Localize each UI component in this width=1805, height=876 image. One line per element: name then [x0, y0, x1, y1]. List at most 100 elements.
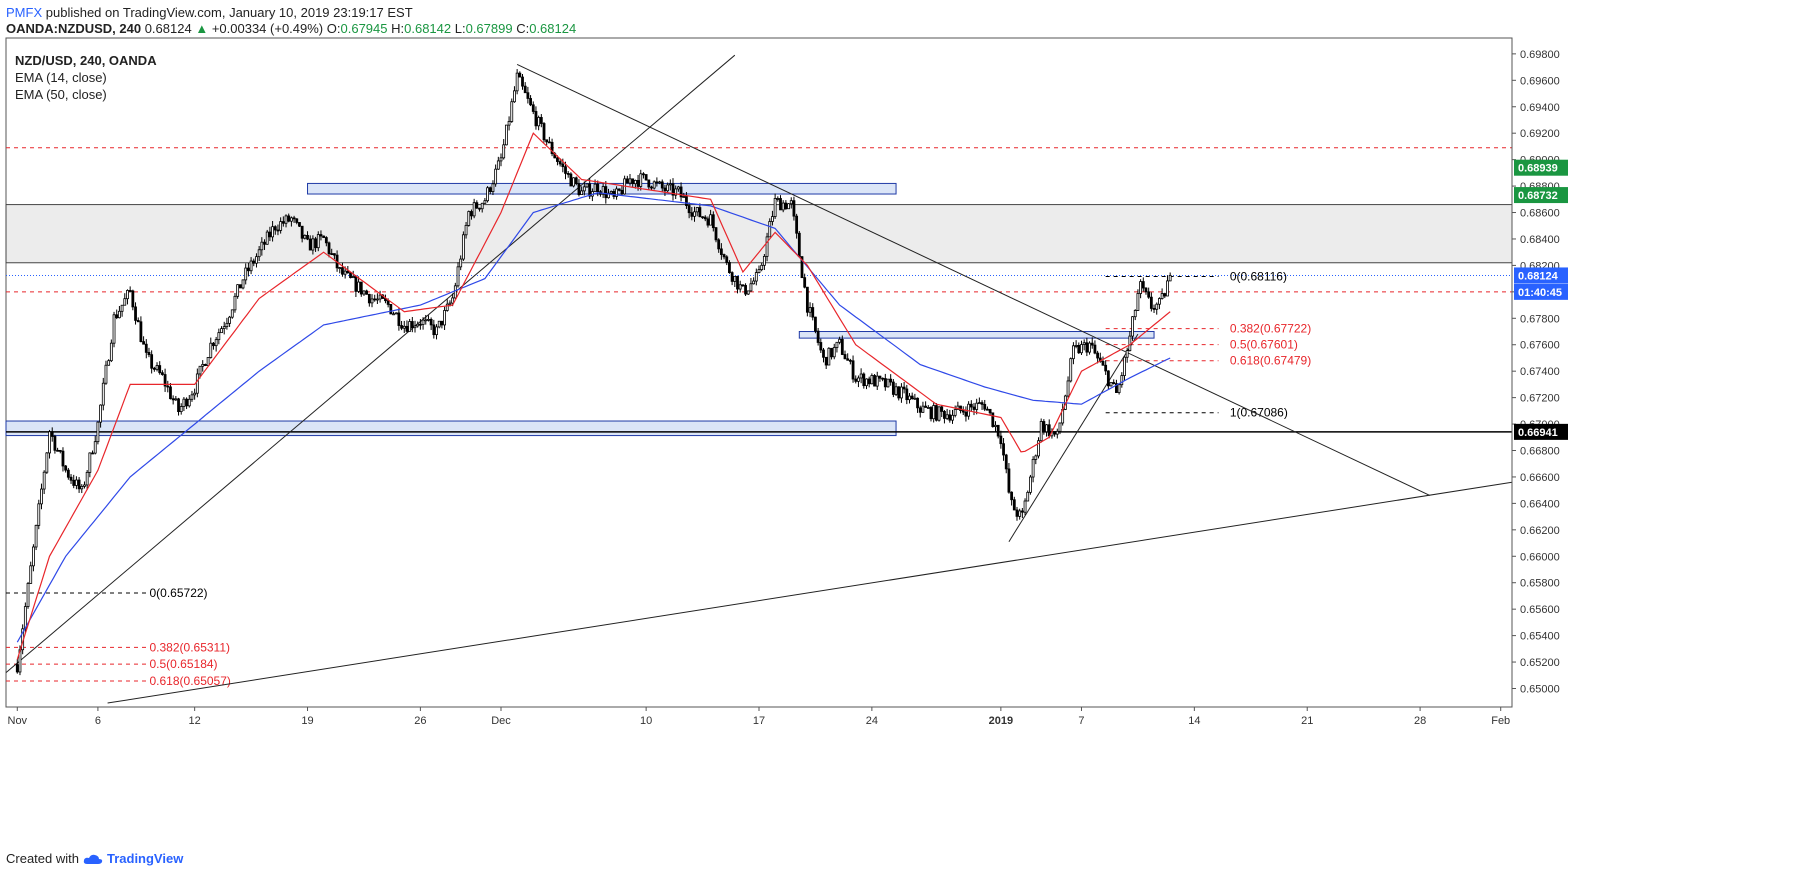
- created-with-label: Created with: [6, 851, 79, 866]
- candle-body-361: [986, 408, 989, 411]
- candle-body-113: [319, 234, 323, 237]
- candle-body-6: [32, 546, 35, 567]
- candle-body-292: [800, 256, 804, 279]
- time-tick-label-11: 14: [1188, 715, 1200, 727]
- candle-body-273: [749, 283, 753, 292]
- candle-body-111: [314, 238, 317, 249]
- candle-body-169: [470, 211, 473, 217]
- candle-body-105: [298, 222, 301, 227]
- legend-title: NZD/USD, 240, OANDA: [15, 53, 157, 68]
- candle-body-411: [1120, 375, 1124, 386]
- candle-body-317: [867, 378, 871, 385]
- candle-body-379: [1034, 455, 1038, 460]
- candle-body-339: [926, 407, 930, 409]
- candle-body-161: [448, 302, 452, 305]
- candle-body-157: [437, 320, 441, 328]
- candle-body-190: [526, 92, 530, 99]
- candle-body-174: [483, 200, 487, 204]
- zone-grey-band: [5, 204, 1513, 264]
- candle-body-193: [534, 111, 538, 127]
- publisher-name[interactable]: PMFX: [6, 5, 43, 20]
- candle-body-42: [128, 290, 132, 292]
- candle-body-180: [499, 157, 503, 162]
- candle-body-426: [1160, 293, 1164, 299]
- candle-body-334: [913, 397, 917, 400]
- candle-body-91: [260, 241, 264, 251]
- candle-body-123: [346, 270, 350, 274]
- candle-body-117: [330, 253, 334, 256]
- candle-body-129: [362, 290, 366, 295]
- candle-body-215: [593, 183, 597, 192]
- last-price: 0.68124: [144, 21, 192, 36]
- time-tick-label-12: 21: [1301, 715, 1313, 727]
- candle-body-147: [410, 321, 414, 329]
- zone-support-zone-lower: [5, 420, 897, 437]
- candle-body-141: [394, 312, 398, 315]
- axis-tag-bg-1: [1514, 187, 1568, 204]
- candle-body-79: [228, 316, 231, 324]
- candle-body-422: [1149, 296, 1153, 309]
- candle-body-236: [650, 186, 653, 189]
- ohlc-line: OANDA:NZDUSD, 240 0.68124 ▲ +0.00334 (+0…: [6, 21, 576, 37]
- high-label: H:: [391, 21, 405, 36]
- price-tick-label-20: 0.65800: [1520, 578, 1560, 590]
- candle-body-177: [491, 183, 495, 192]
- candle-body-239: [658, 181, 661, 184]
- candle-body-28: [91, 452, 94, 455]
- low-label: L:: [454, 21, 466, 36]
- candle-body-414: [1128, 335, 1132, 352]
- candle-body-405: [1104, 364, 1108, 372]
- candle-body-229: [631, 178, 635, 185]
- candle-body-151: [421, 319, 425, 325]
- candle-body-13: [50, 431, 54, 437]
- up-arrow-icon: ▲: [195, 21, 209, 36]
- candle-body-420: [1144, 287, 1148, 293]
- candle-body-133: [373, 298, 377, 301]
- close-value: 0.68124: [529, 21, 577, 36]
- candle-body-376: [1026, 491, 1030, 502]
- axis-tag-text-0: 0.68939: [1518, 163, 1558, 175]
- candle-body-78: [225, 322, 229, 328]
- candle-body-148: [413, 325, 417, 329]
- candle-body-149: [416, 323, 420, 327]
- candle-body-299: [819, 342, 823, 351]
- ema50-line: [16, 192, 1171, 643]
- candle-body-72: [209, 342, 213, 358]
- candle-body-267: [733, 275, 737, 282]
- candle-body-401: [1093, 344, 1097, 354]
- candle-body-51: [152, 367, 156, 370]
- candle-body-25: [83, 484, 86, 487]
- candle-body-353: [964, 411, 968, 417]
- candle-body-296: [811, 307, 815, 318]
- candle-body-368: [1004, 454, 1008, 470]
- candle-body-230: [633, 180, 637, 185]
- candle-body-232: [639, 173, 643, 187]
- candle-body-289: [792, 200, 796, 217]
- candle-body-369: [1007, 468, 1011, 493]
- candle-body-140: [392, 313, 395, 316]
- candle-body-14: [53, 436, 57, 451]
- candle-body-223: [615, 188, 618, 197]
- candle-body-80: [230, 309, 234, 318]
- candle-body-341: [932, 405, 936, 420]
- publish-line: PMFX published on TradingView.com, Janua…: [6, 5, 413, 21]
- time-tick-label-2: 12: [189, 715, 201, 727]
- candle-body-85: [244, 267, 248, 281]
- candle-body-349: [953, 409, 957, 416]
- price-tick-label-18: 0.66200: [1520, 525, 1560, 537]
- tradingview-logo[interactable]: TradingView: [106, 851, 184, 866]
- candle-body-195: [539, 117, 543, 124]
- candle-body-22: [75, 479, 78, 486]
- candle-body-83: [238, 284, 242, 289]
- axis-tag-bg-2: [1514, 267, 1568, 284]
- candle-body-49: [147, 351, 151, 356]
- candle-body-386: [1053, 431, 1057, 435]
- candle-body-366: [999, 435, 1003, 445]
- candle-body-331: [905, 388, 909, 401]
- candle-body-108: [306, 234, 309, 240]
- candle-body-37: [115, 314, 119, 319]
- candle-body-320: [875, 375, 879, 387]
- candle-body-345: [943, 411, 946, 419]
- price-tick-label-0: 0.69800: [1520, 49, 1560, 61]
